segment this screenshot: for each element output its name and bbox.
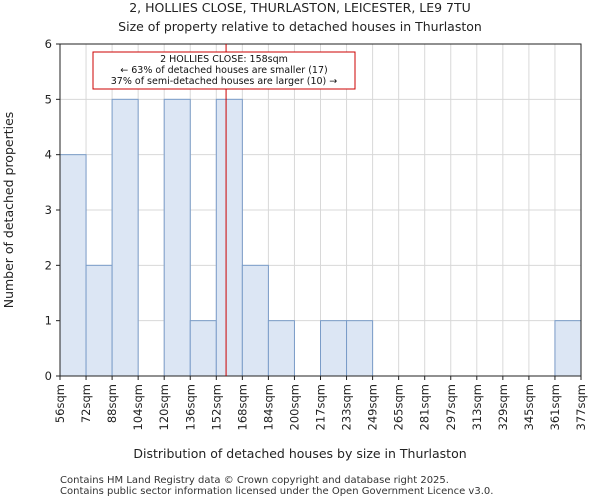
x-tick-label-136sqm: 136sqm (183, 384, 197, 430)
bar-233sqm (346, 320, 374, 377)
x-tick-label-56sqm: 56sqm (53, 384, 67, 423)
annotation-line-1: 2 HOLLIES CLOSE: 158sqm (160, 54, 288, 65)
chart-title: 2, HOLLIES CLOSE, THURLASTON, LEICESTER,… (129, 0, 471, 15)
x-tick-label-88sqm: 88sqm (105, 384, 119, 423)
x-tick-label-104sqm: 104sqm (131, 384, 145, 430)
annotation-box: 2 HOLLIES CLOSE: 158sqm ← 63% of detache… (92, 51, 356, 90)
y-tick-labels: 0 1 2 3 4 5 6 (45, 37, 60, 383)
bar-184sqm (267, 320, 295, 377)
x-tick-label-297sqm: 297sqm (444, 384, 458, 430)
x-tick-label-233sqm: 233sqm (340, 384, 354, 430)
y-axis-label: Number of detached properties (1, 112, 16, 309)
bar-168sqm (241, 264, 269, 377)
plot-frame (59, 43, 582, 377)
x-axis-label: Distribution of detached houses by size … (133, 446, 466, 461)
y-tick-label: 3 (45, 203, 52, 217)
x-tick-label-72sqm: 72sqm (79, 384, 93, 423)
x-tick-label-217sqm: 217sqm (314, 384, 328, 430)
bar-152sqm (215, 98, 243, 377)
bar-56sqm (59, 154, 87, 377)
annotation-line-3: 37% of semi-detached houses are larger (… (111, 76, 338, 87)
bar-361sqm (554, 320, 582, 377)
y-tick-label: 0 (45, 369, 52, 383)
y-tick-label: 4 (45, 148, 52, 162)
annotation-line-2: ← 63% of detached houses are smaller (17… (120, 65, 327, 76)
y-tick-label: 2 (45, 258, 52, 272)
y-tick-label: 5 (45, 92, 52, 106)
bar-217sqm (320, 320, 348, 377)
x-tick-label-345sqm: 345sqm (522, 384, 536, 430)
x-tick-label-361sqm: 361sqm (548, 384, 562, 430)
y-tick-label: 6 (45, 37, 52, 51)
x-tick-label-249sqm: 249sqm (366, 384, 380, 430)
x-tick-label-152sqm: 152sqm (209, 384, 223, 430)
x-tick-labels: 56sqm 72sqm 88sqm 104sqm 120sqm 136sqm 152sqm 1… (53, 376, 588, 430)
bar-88sqm (111, 98, 139, 377)
bar-72sqm (85, 264, 113, 377)
footer-line-2: Contains public sector information licen… (60, 486, 493, 497)
bar-136sqm (189, 320, 217, 377)
x-tick-label-200sqm: 200sqm (287, 384, 301, 430)
y-tick-label: 1 (45, 314, 52, 328)
x-tick-label-265sqm: 265sqm (392, 384, 406, 430)
bars-group (59, 98, 582, 377)
x-tick-label-377sqm: 377sqm (574, 384, 588, 430)
chart-subtitle: Size of property relative to detached ho… (118, 19, 482, 34)
bar-120sqm (163, 98, 191, 377)
x-tick-label-281sqm: 281sqm (418, 384, 432, 430)
footer-line-1: Contains HM Land Registry data © Crown c… (60, 475, 449, 486)
x-tick-label-313sqm: 313sqm (470, 384, 484, 430)
x-tick-label-329sqm: 329sqm (496, 384, 510, 430)
x-tick-label-120sqm: 120sqm (157, 384, 171, 430)
x-tick-label-184sqm: 184sqm (261, 384, 275, 430)
x-tick-label-168sqm: 168sqm (235, 384, 249, 430)
